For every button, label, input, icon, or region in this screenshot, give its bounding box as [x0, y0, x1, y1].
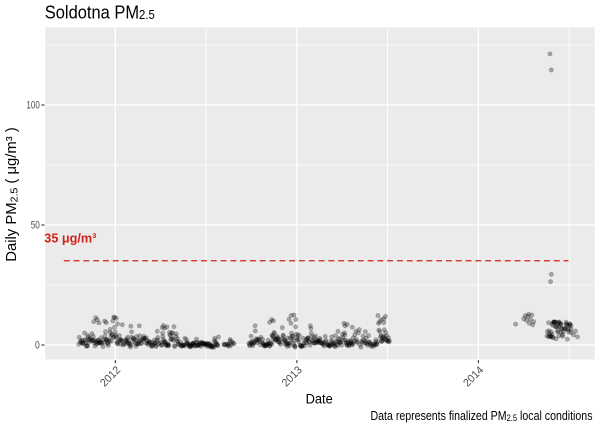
svg-text:Date: Date — [306, 392, 333, 408]
svg-text:50: 50 — [31, 220, 40, 232]
svg-text:Data represents finalized PM2.: Data represents finalized PM2.5 local co… — [371, 409, 593, 423]
svg-text:Soldotna PM2.5: Soldotna PM2.5 — [45, 1, 155, 22]
svg-text:0: 0 — [35, 340, 40, 352]
svg-text:100: 100 — [26, 100, 39, 112]
svg-text:35 μg/m³: 35 μg/m³ — [44, 231, 96, 245]
svg-text:Daily PM2.5 ( μg/m³ ): Daily PM2.5 ( μg/m³ ) — [4, 127, 21, 262]
